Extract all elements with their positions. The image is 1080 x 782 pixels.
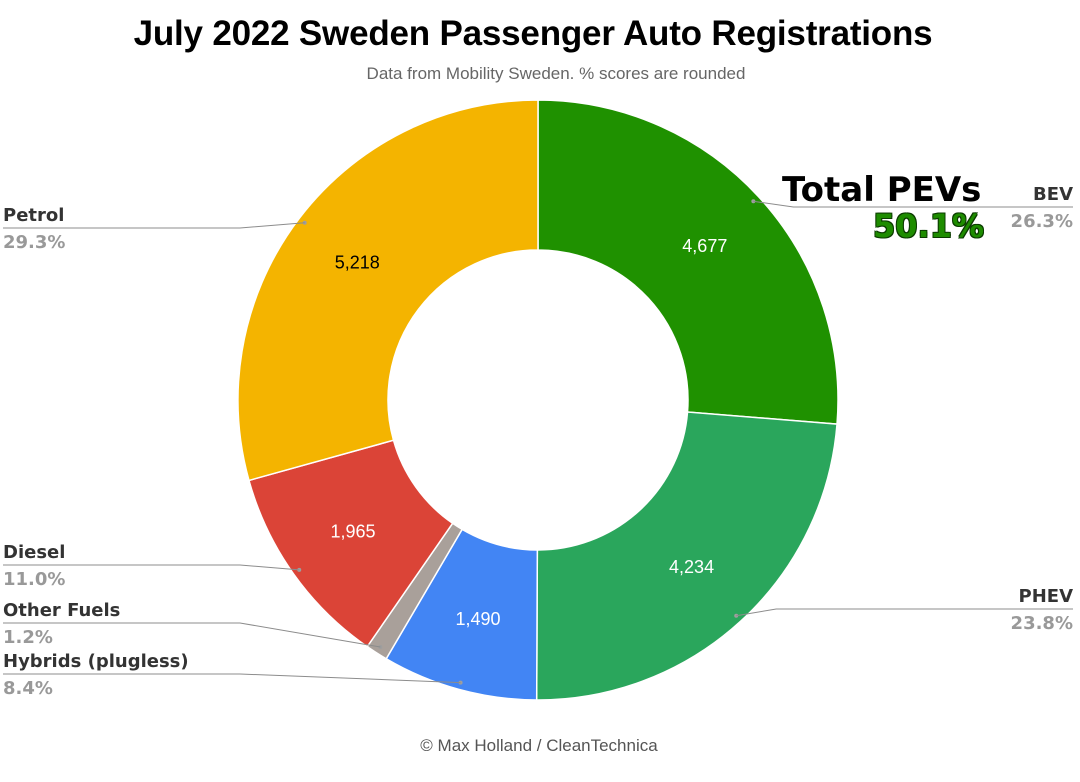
slice-phev	[535, 411, 838, 701]
category-percent-bev: 26.3%	[1011, 211, 1073, 232]
slice-petrol	[237, 99, 539, 482]
category-name-bev: BEV	[1033, 184, 1073, 205]
total-pevs-value: 50.1%	[873, 207, 985, 245]
category-percent-diesel: 11.0%	[3, 569, 65, 590]
leader-line-hybrids-plugless	[3, 673, 461, 684]
category-percent-phev: 23.8%	[1011, 613, 1073, 634]
category-percent-other-fuels: 1.2%	[3, 627, 53, 648]
leader-line-petrol	[3, 222, 305, 229]
value-label-petrol: 5,218	[335, 253, 380, 273]
value-label-hybrids-plugless: 1,490	[455, 609, 500, 629]
value-label-phev: 4,234	[669, 557, 714, 577]
category-name-phev: PHEV	[1019, 586, 1074, 607]
category-percent-hybrids-plugless: 8.4%	[3, 678, 53, 699]
value-labels: 4,677 4,234 1,490 1,965 5,218	[330, 236, 727, 629]
donut-slices	[237, 99, 839, 701]
total-pevs-label: Total PEVs	[782, 170, 982, 210]
category-name-hybrids-plugless: Hybrids (plugless)	[3, 651, 189, 672]
category-name-other-fuels: Other Fuels	[3, 600, 120, 621]
value-label-diesel: 1,965	[330, 522, 375, 542]
leader-line-bev	[753, 200, 1073, 208]
chart-title: July 2022 Sweden Passenger Auto Registra…	[133, 14, 933, 53]
slice-bev	[537, 99, 839, 425]
value-label-bev: 4,677	[682, 236, 727, 256]
credit-footer: © Max Holland / CleanTechnica	[420, 736, 658, 755]
leader-lines	[3, 199, 1073, 685]
leader-line-diesel	[3, 564, 300, 571]
leader-line-other-fuels	[3, 622, 381, 648]
category-name-petrol: Petrol	[3, 205, 64, 226]
category-name-diesel: Diesel	[3, 542, 65, 563]
category-labels: BEV 26.3% PHEV 23.8% Hybrids (plugless) 8.4% O…	[3, 184, 1073, 699]
leader-line-phev	[736, 608, 1073, 617]
category-percent-petrol: 29.3%	[3, 232, 65, 253]
chart-subtitle: Data from Mobility Sweden. % scores are …	[366, 64, 746, 83]
